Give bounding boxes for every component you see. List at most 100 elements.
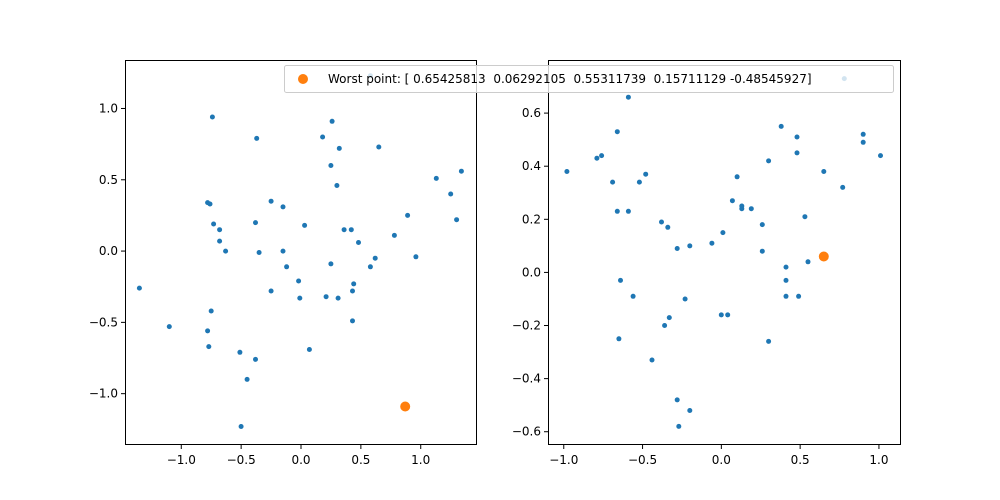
right-y-tick-label: 0.4 — [522, 159, 541, 173]
right-data-point-49 — [860, 131, 866, 137]
right-data-point-33 — [718, 312, 724, 318]
left-data-point-12 — [237, 349, 243, 355]
left-y-tick-label: −0.5 — [89, 315, 118, 329]
right-data-point-19 — [687, 243, 693, 249]
right-data-point-47 — [840, 184, 846, 190]
left-data-point-17 — [253, 220, 258, 226]
left-data-point-18 — [256, 250, 262, 255]
right-data-point-27 — [734, 174, 740, 180]
left-data-point-10 — [205, 328, 211, 334]
right-data-point-37 — [778, 123, 784, 129]
left-axes: −1.0 −0.5 0.0 0.5 1.0 −1.0 −0.5 0.0 0.5 1.0 — [89, 60, 477, 467]
left-data-point-27 — [306, 347, 312, 352]
right-data-point-2 — [599, 153, 605, 159]
left-data-point-49 — [448, 191, 454, 197]
right-data-point-24 — [709, 240, 715, 246]
left-data-point-50 — [454, 217, 460, 223]
left-x-tick-label: −1.0 — [167, 453, 196, 467]
right-y-tick-label: −0.2 — [512, 319, 541, 333]
left-x-tick-label: 0.5 — [351, 453, 370, 467]
right-data-point-13 — [649, 357, 655, 363]
right-data-point-10 — [618, 277, 623, 283]
left-data-point-9 — [208, 308, 214, 314]
left-axes-frame — [125, 60, 477, 445]
right-data-point-41 — [783, 277, 789, 283]
right-data-point-4 — [614, 129, 620, 135]
right-data-point-38 — [794, 134, 800, 140]
left-data-point-7 — [217, 238, 223, 244]
right-data-point-0 — [564, 169, 570, 174]
left-data-point-28 — [320, 134, 326, 140]
left-data-point-32 — [334, 183, 340, 188]
right-data-point-39 — [794, 150, 800, 156]
right-data-point-11 — [630, 293, 636, 299]
left-data-point-6 — [217, 227, 223, 233]
right-data-point-6 — [614, 208, 620, 214]
right-data-point-16 — [662, 323, 668, 328]
left-data-point-0 — [136, 285, 142, 291]
left-data-point-11 — [206, 344, 212, 350]
right-x-tick-label: −0.5 — [628, 453, 657, 467]
left-x-ticks: −1.0 −0.5 0.0 0.5 1.0 — [167, 445, 430, 467]
right-data-point-22 — [676, 423, 682, 429]
right-y-tick-label: −0.4 — [512, 372, 541, 386]
right-data-point-35 — [766, 158, 772, 164]
right-data-point-9 — [643, 171, 649, 177]
legend-box — [284, 65, 894, 93]
left-data-point-15 — [253, 356, 258, 362]
right-data-point-32 — [759, 248, 765, 254]
left-data-point-22 — [280, 248, 286, 254]
right-data-point-26 — [729, 198, 735, 204]
right-data-point-31 — [759, 222, 765, 228]
left-data-point-24 — [296, 278, 302, 284]
right-data-point-18 — [674, 246, 680, 251]
left-data-point-31 — [336, 145, 342, 151]
right-data-point-1 — [594, 155, 600, 161]
right-y-tick-label: 0.2 — [522, 212, 541, 226]
right-data-point-7 — [625, 208, 631, 214]
left-y-tick-label: −1.0 — [89, 387, 118, 401]
right-x-tick-label: 1.0 — [869, 453, 888, 467]
left-worst-point — [400, 401, 411, 412]
right-data-point-44 — [802, 214, 808, 220]
left-data-point-13 — [244, 376, 250, 382]
right-data-point-20 — [682, 296, 688, 302]
right-data-point-8 — [636, 179, 642, 185]
left-data-point-2 — [209, 114, 215, 120]
left-data-point-23 — [284, 264, 290, 270]
left-y-tick-label: 0.5 — [99, 173, 118, 187]
legend-marker — [298, 74, 308, 84]
left-data-point-8 — [223, 248, 229, 254]
right-worst-point — [818, 251, 829, 262]
right-data-point-40 — [783, 264, 789, 270]
left-data-point-14 — [238, 424, 244, 429]
left-data-point-44 — [376, 144, 382, 150]
left-x-tick-label: 0.0 — [291, 453, 310, 467]
left-data-point-39 — [350, 288, 355, 294]
left-data-point-48 — [433, 175, 439, 181]
right-y-tick-label: 0.6 — [522, 106, 541, 120]
right-data-point-42 — [783, 293, 789, 299]
left-data-point-46 — [405, 212, 411, 218]
right-data-point-14 — [659, 219, 664, 225]
left-data-point-38 — [351, 281, 357, 287]
left-data-point-21 — [280, 204, 286, 210]
left-x-tick-label: −0.5 — [227, 453, 256, 467]
left-x-tick-label: 1.0 — [411, 453, 430, 467]
left-data-point-20 — [268, 288, 274, 294]
left-data-point-5 — [211, 221, 217, 227]
left-data-point-19 — [268, 198, 274, 204]
right-data-point-29 — [739, 203, 745, 209]
left-data-point-35 — [335, 295, 341, 301]
left-data-point-16 — [254, 135, 260, 141]
right-axes: −1.0 −0.5 0.0 0.5 1.0 −0.6 −0.4 −0.2 0.0 0.2 0.4 0… — [512, 60, 901, 467]
right-data-point-34 — [725, 312, 731, 318]
right-data-point-5 — [625, 94, 631, 100]
right-data-point-46 — [821, 169, 827, 174]
left-data-point-36 — [341, 227, 347, 233]
left-data-point-33 — [323, 294, 329, 300]
right-data-point-43 — [796, 293, 802, 299]
left-data-point-1 — [166, 324, 172, 330]
left-data-point-37 — [348, 227, 354, 233]
left-data-point-29 — [329, 118, 335, 124]
